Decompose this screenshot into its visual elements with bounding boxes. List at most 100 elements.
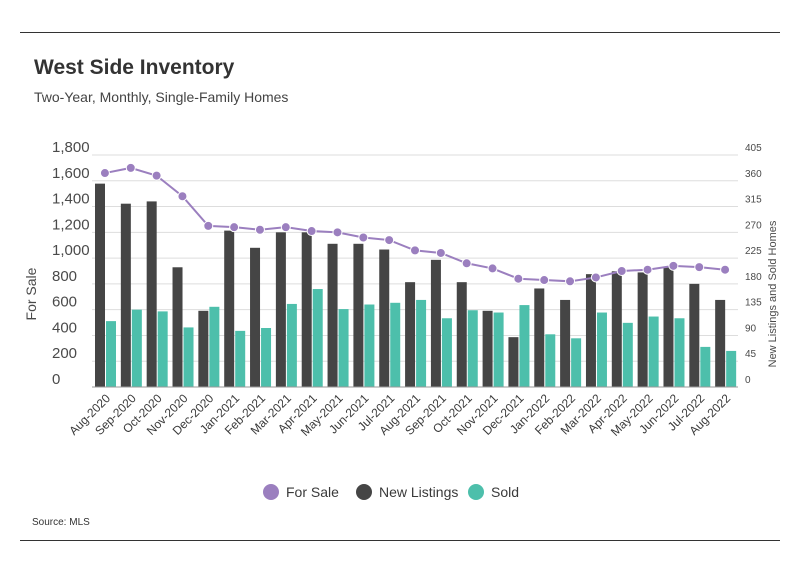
for-sale-point [461,258,472,269]
bar-sold [441,318,452,387]
bar-new-listings [482,310,493,387]
bar-sold [286,303,297,387]
y-left-axis-label: For Sale [23,267,39,320]
top-rule [20,32,780,33]
bar-sold [493,312,504,387]
bar-new-listings [327,243,338,387]
for-sale-point [642,264,653,275]
bar-sold [726,350,737,387]
for-sale-point [435,247,446,258]
y-left-tick-label: 400 [52,319,77,336]
bar-new-listings [250,247,261,387]
legend-sold-marker [468,484,484,500]
bar-sold [648,316,659,387]
bar-sold [674,318,685,387]
for-sale-point [694,262,705,273]
bar-new-listings [275,232,286,387]
for-sale-point [410,245,420,256]
bottom-rule [20,540,780,541]
bar-new-listings [198,310,209,387]
y-left-tick-label: 800 [52,268,77,285]
for-sale-point [487,263,498,274]
bar-sold [622,322,633,387]
bar-sold [235,330,246,387]
y-right-tick-label: 270 [745,220,762,231]
y-right-tick-label: 135 [745,298,762,309]
for-sale-point [229,222,240,233]
y-right-tick-label: 45 [745,349,757,360]
y-left-tick-label: 1,400 [52,191,90,208]
for-sale-line [104,166,726,283]
y-right-tick-label: 405 [745,143,762,154]
y-right-tick-label: 90 [745,323,757,334]
for-sale-point [203,220,214,231]
bar-new-listings [534,288,545,387]
bar-new-listings [508,337,519,387]
source-note: Source: MLS [32,517,90,528]
y-left-tick-label: 1,800 [52,139,90,156]
for-sale-point [539,275,550,286]
for-sale-point [720,264,731,275]
bar-new-listings [637,272,648,387]
bar-sold [390,302,401,387]
bar-sold [571,338,582,387]
for-sale-point [668,260,679,271]
bar-new-listings [120,203,131,387]
y-left-tick-label: 200 [52,345,77,362]
y-right-tick-label: 360 [745,169,762,180]
y-left-tick-label: 0 [52,371,60,388]
y-left-tick-label: 1,000 [52,242,90,259]
y-right-tick-label: 180 [745,272,762,283]
bar-sold [596,312,607,387]
for-sale-point [513,273,524,284]
chart-title: West Side Inventory [34,56,235,79]
for-sale-point [565,276,576,287]
bar-sold [338,309,349,387]
y-right-tick-label: 0 [745,375,751,386]
bar-new-listings [379,249,390,387]
bar-sold [312,289,323,387]
bar-new-listings [405,282,416,387]
for-sale-point [384,235,395,246]
bar-new-listings [224,230,235,387]
for-sale-point [306,226,317,237]
bar-sold [700,346,711,387]
for-sale-point [254,224,265,235]
bar-sold [416,299,427,387]
legend-new-listings-marker [356,484,372,500]
bar-new-listings [560,299,571,387]
chart-subtitle: Two-Year, Monthly, Single-Family Homes [34,89,289,105]
bar-new-listings [663,266,674,387]
bar-sold [519,305,530,387]
bar-new-listings [456,282,467,387]
y-right-axis-label: New Listings and Sold Homes [767,220,779,367]
bar-new-listings [585,274,596,387]
for-sale-point [590,272,601,283]
legend-for-sale-marker [263,484,279,500]
bar-new-listings [301,232,312,387]
for-sale-point [151,170,162,181]
bar-sold [106,321,116,387]
y-left-tick-label: 1,200 [52,216,90,233]
for-sale-point [177,191,188,202]
for-sale-point [280,222,291,233]
bar-new-listings [430,259,441,387]
legend-new-listings-label: New Listings [379,484,458,500]
bar-new-listings [353,243,364,387]
bar-sold [261,327,272,387]
bar-sold [545,334,556,387]
bar-sold [131,309,142,387]
for-sale-point [125,162,136,173]
bar-sold [157,311,168,387]
bar-new-listings [689,283,700,387]
y-right-tick-label: 225 [745,246,762,257]
bar-sold [183,327,194,387]
for-sale-point [332,227,343,238]
bar-new-listings [611,271,622,387]
legend-for-sale-label: For Sale [286,484,339,500]
bar-new-listings [715,299,726,387]
bar-sold [364,304,375,387]
y-right-tick-label: 315 [745,195,762,206]
bar-new-listings [172,267,183,387]
